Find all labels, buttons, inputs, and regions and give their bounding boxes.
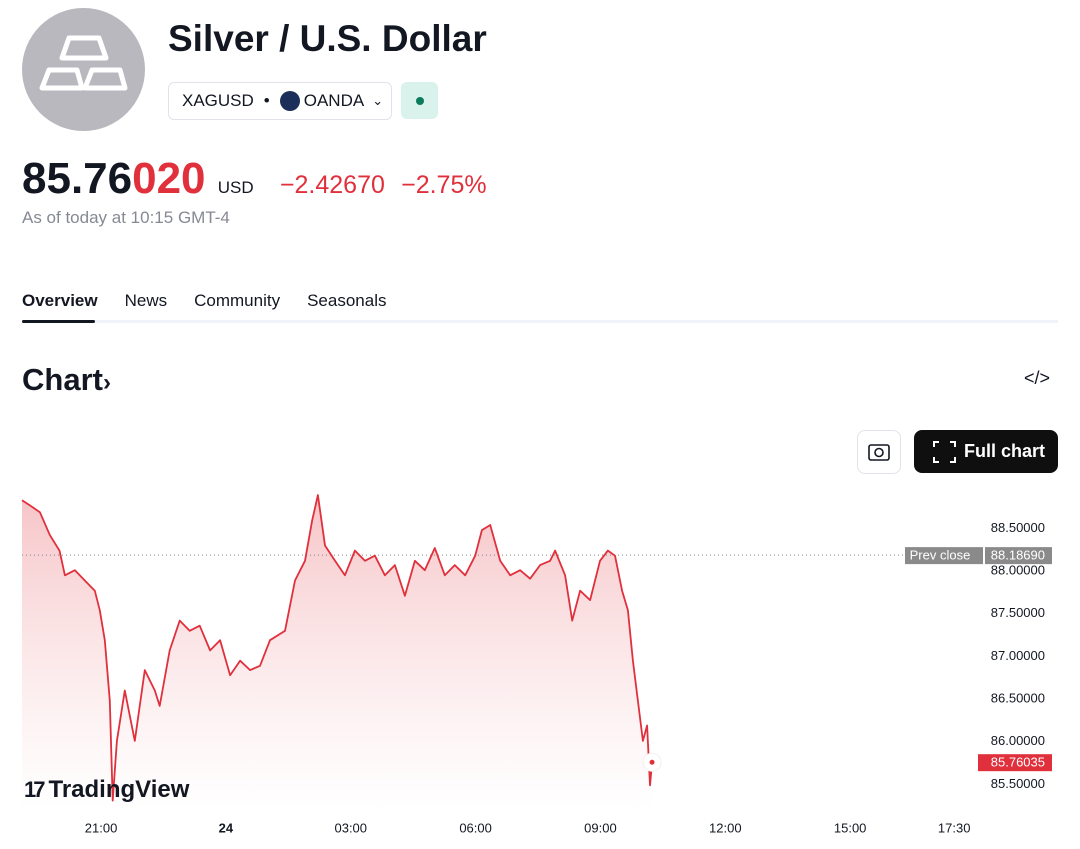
last-price-tag <box>978 754 1052 772</box>
heading-arrow: › <box>102 369 111 396</box>
change-pct: −2.75% <box>401 171 487 199</box>
x-tick-label: 06:00 <box>459 820 492 835</box>
currency: USD <box>217 178 254 197</box>
exchange: OANDA <box>303 91 365 110</box>
logo-icon <box>39 35 128 91</box>
tabs: Overview News Community Seasonals <box>22 291 386 311</box>
brand: 17 TradingView <box>24 776 189 804</box>
change: −2.42670 <box>279 171 385 199</box>
y-tick-label: 88.00000 <box>991 563 1045 578</box>
y-tick-label: 85.50000 <box>991 776 1045 791</box>
prev-close-value-tag <box>985 547 1052 565</box>
prev-close-tag <box>905 547 983 565</box>
camera-icon <box>868 444 890 461</box>
snapshot-button[interactable] <box>857 430 901 474</box>
y-tick-label: 86.00000 <box>991 733 1045 748</box>
last-point <box>649 759 655 765</box>
y-tick-label: 87.00000 <box>991 648 1045 663</box>
expand-icon <box>933 441 956 463</box>
tab[interactable]: Community <box>194 291 281 310</box>
status <box>401 82 438 119</box>
symbol-chip[interactable]: XAGUSD • OANDA ⌄ <box>168 82 392 120</box>
price-main: 85.76 <box>22 154 133 203</box>
x-tick-label: 21:00 <box>85 820 118 835</box>
prev-close-value: 88.18690 <box>991 548 1045 563</box>
dot: • <box>263 91 270 110</box>
x-tick-label: 24 <box>219 820 234 835</box>
button-label: Full chart <box>964 441 1046 461</box>
brand-icon: 17 <box>24 777 46 802</box>
y-tick-label: 86.50000 <box>991 691 1045 706</box>
area <box>22 495 653 810</box>
heading-text: Chart <box>22 362 103 397</box>
price: 85.76020 USD −2.42670 −2.75% <box>22 154 487 204</box>
as-of: As of today at 10:15 GMT-4 <box>22 208 230 227</box>
price-tail: 020 <box>132 154 206 203</box>
price-line <box>21 494 653 802</box>
embed-icon[interactable]: </> <box>1024 368 1051 388</box>
logo <box>22 8 145 131</box>
x-tick-label: 12:00 <box>709 820 742 835</box>
symbol: XAGUSD <box>182 91 254 110</box>
brand-text: TradingView <box>48 776 190 803</box>
section-heading[interactable]: Chart› <box>22 362 111 398</box>
chevron: ⌄ <box>372 93 384 108</box>
last-price-label: 85.76035 <box>991 755 1045 770</box>
status-dot <box>415 97 424 105</box>
tab-rule <box>22 320 1058 323</box>
prev-close-name: Prev close <box>910 548 971 563</box>
x-tick-label: 17:30 <box>938 820 971 835</box>
full-chart-button[interactable]: Full chart <box>914 430 1058 473</box>
x-tick-label: 03:00 <box>334 820 367 835</box>
x-tick-label: 09:00 <box>584 820 617 835</box>
title: Silver / U.S. Dollar <box>168 18 487 59</box>
tab-underline <box>22 320 95 323</box>
y-tick-label: 87.50000 <box>991 605 1045 620</box>
x-tick-label: 15:00 <box>834 820 867 835</box>
tab[interactable]: Seasonals <box>307 291 387 310</box>
tab[interactable]: Overview <box>22 291 98 310</box>
tab[interactable]: News <box>124 291 168 310</box>
y-tick-label: 88.50000 <box>991 520 1045 535</box>
exchange-icon <box>279 91 300 111</box>
